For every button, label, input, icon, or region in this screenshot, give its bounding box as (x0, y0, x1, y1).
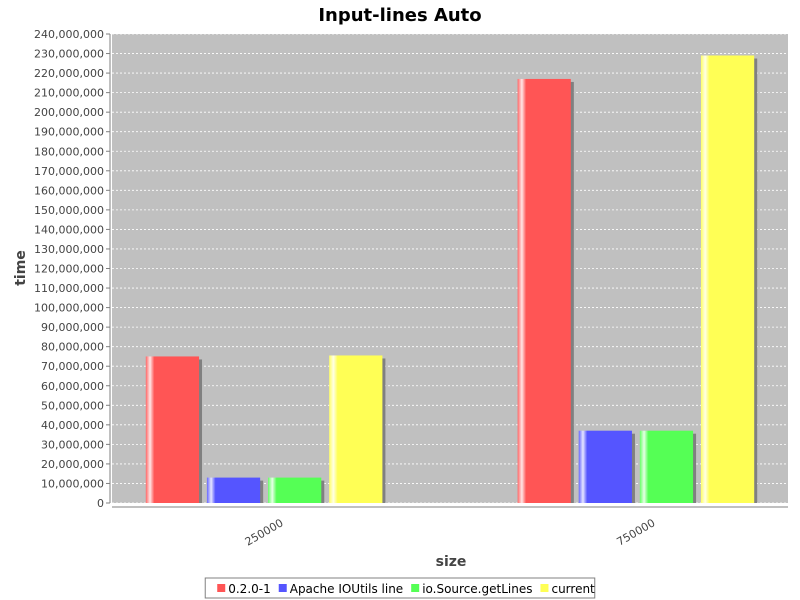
y-tick-label: 170,000,000 (34, 165, 104, 178)
y-tick-label: 60,000,000 (41, 380, 104, 393)
legend: 0.2.0-1 Apache IOUtils line io.Source.getL… (204, 577, 596, 599)
y-tick-label: 40,000,000 (41, 419, 104, 432)
legend-item: Apache IOUtils line (290, 582, 403, 596)
bar (329, 355, 383, 503)
legend-item: current (551, 582, 595, 596)
bars (145, 55, 758, 503)
y-tick-label: 20,000,000 (41, 458, 104, 471)
legend-swatch (540, 584, 549, 592)
y-tick-label: 90,000,000 (41, 321, 104, 334)
y-tick-label: 160,000,000 (34, 184, 104, 197)
y-tick-label: 80,000,000 (41, 341, 104, 354)
y-tick-label: 230,000,000 (34, 48, 104, 61)
x-tick-label: 250000 (243, 516, 286, 548)
y-axis-label: time (13, 250, 29, 286)
legend-frame (204, 577, 596, 599)
bar (268, 477, 322, 503)
y-tick-label: 0 (97, 497, 104, 510)
y-tick-label: 120,000,000 (34, 263, 104, 276)
bar (206, 477, 261, 503)
x-axis: 250000 750000 (112, 506, 788, 549)
legend-item: 0.2.0-1 (228, 582, 271, 596)
y-tick-label: 180,000,000 (34, 145, 104, 158)
x-tick-label: 750000 (615, 516, 658, 548)
y-tick-label: 150,000,000 (34, 204, 104, 217)
y-tick-label: 140,000,000 (34, 223, 104, 236)
y-tick-label: 50,000,000 (41, 399, 104, 412)
y-tick-label: 240,000,000 (34, 28, 104, 41)
y-tick-label: 10,000,000 (41, 477, 104, 490)
y-tick-label: 220,000,000 (34, 67, 104, 80)
bar (517, 78, 571, 503)
y-tick-label: 130,000,000 (34, 243, 104, 256)
bar (700, 55, 755, 503)
y-tick-label: 210,000,000 (34, 87, 104, 100)
legend-item: io.Source.getLines (422, 582, 532, 596)
legend-swatch (278, 584, 287, 592)
legend-swatch (411, 584, 420, 592)
x-axis-label: size (436, 554, 467, 570)
grid-lines (112, 33, 788, 504)
legend-swatch (217, 584, 226, 592)
y-tick-label: 200,000,000 (34, 106, 104, 119)
y-tick-label: 110,000,000 (34, 282, 104, 295)
bar (639, 430, 694, 503)
chart-title: Input-lines Auto (318, 5, 481, 26)
y-tick-label: 100,000,000 (34, 302, 104, 315)
y-tick-label: 190,000,000 (34, 126, 104, 139)
y-axis: 0 10,000,000 20,000,000 30,000,000 40,000,00… (34, 28, 111, 510)
y-tick-label: 30,000,000 (41, 438, 104, 451)
y-tick-label: 70,000,000 (41, 360, 104, 373)
bar (578, 430, 632, 503)
bar (145, 356, 200, 503)
